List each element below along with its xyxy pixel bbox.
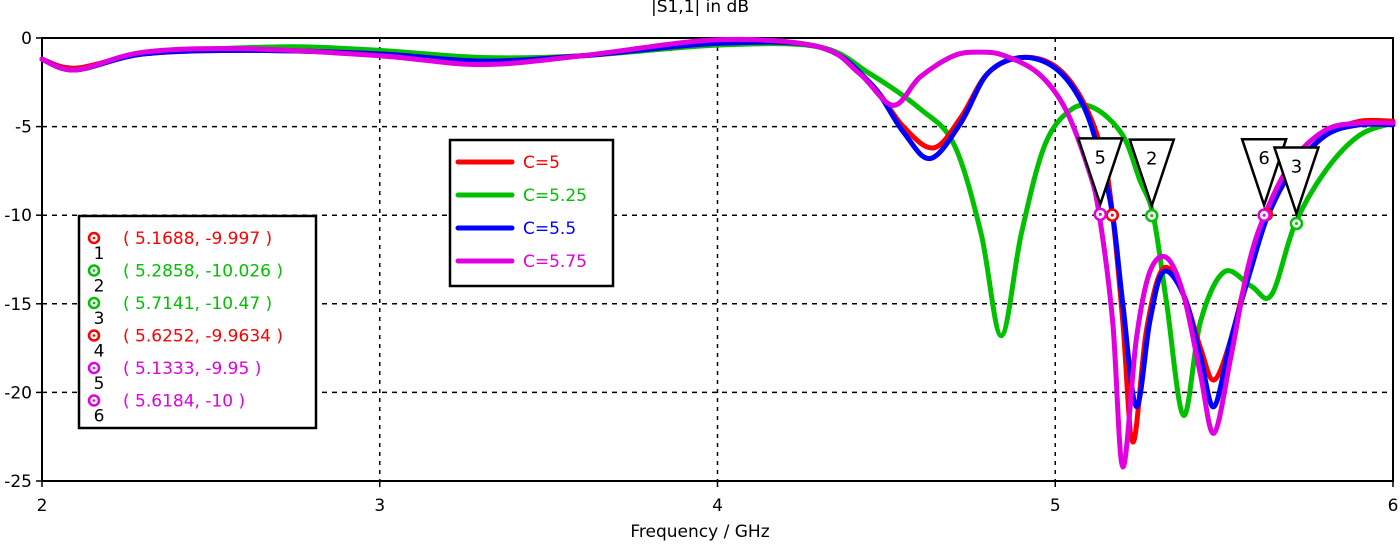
svg-text:2: 2	[1146, 149, 1157, 170]
marker-flag-2[interactable]: 2	[1128, 138, 1176, 210]
x-tick-label: 3	[374, 496, 385, 516]
marker-flag-6[interactable]: 6	[1240, 137, 1288, 210]
svg-text:3: 3	[1291, 157, 1302, 178]
marker-readout-3: 3 ( 5.7141, -10.47 )	[87, 294, 272, 329]
marker-value: ( 5.1333, -9.95 )	[123, 359, 261, 379]
svg-text:6: 6	[94, 407, 105, 427]
marker-readout-box: 1 ( 5.1688, -9.997 ) 2 ( 5.2858, -10.026 ) 3…	[77, 214, 318, 430]
x-axis-label: Frequency / GHz	[630, 522, 770, 542]
marker-readout-4: 4 ( 5.6252, -9.9634 )	[87, 327, 283, 362]
x-tick-label: 4	[712, 496, 723, 516]
svg-text:5: 5	[94, 374, 105, 394]
marker-readout-6: 6 ( 5.6184, -10 )	[87, 392, 245, 427]
series-lines	[39, 36, 1396, 470]
svg-text:3: 3	[94, 309, 105, 329]
legend-label: C=5	[523, 153, 560, 173]
svg-text:4: 4	[94, 342, 105, 362]
marker-value: ( 5.7141, -10.47 )	[123, 294, 272, 314]
marker-value: ( 5.6184, -10 )	[123, 392, 245, 412]
marker-flag-3[interactable]: 3	[1272, 146, 1321, 218]
y-tick-label: -15	[4, 295, 32, 315]
marker-flag-5[interactable]: 5	[1076, 137, 1125, 209]
y-tick-label: -5	[15, 118, 32, 138]
x-tick-label: 5	[1050, 496, 1061, 516]
marker-readout-1: 1 ( 5.1688, -9.997 )	[87, 229, 272, 264]
x-tick-label: 2	[37, 496, 48, 516]
legend-label: C=5.75	[523, 252, 587, 272]
marker-value: ( 5.2858, -10.026 )	[123, 262, 283, 282]
svg-text:5: 5	[1095, 147, 1106, 168]
legend-item: C=5.75	[455, 252, 587, 272]
svg-text:2: 2	[94, 277, 105, 297]
svg-text:6: 6	[1258, 148, 1269, 169]
marker-readout-5: 5 ( 5.1333, -9.95 )	[87, 359, 261, 394]
marker-flags: 5 2 6 3	[1076, 137, 1321, 218]
legend-label: C=5.5	[523, 219, 576, 239]
marker-readout-2: 2 ( 5.2858, -10.026 )	[87, 262, 283, 297]
marker-value: ( 5.6252, -9.9634 )	[123, 327, 283, 347]
marker-points	[1093, 207, 1304, 231]
legend-item: C=5.5	[455, 219, 576, 239]
chart-title: |S1,1| in dB	[650, 0, 750, 17]
svg-text:1: 1	[94, 244, 105, 264]
series-line	[39, 41, 1396, 418]
y-tick-label: 0	[21, 29, 32, 49]
legend-item: C=5	[455, 153, 560, 173]
grid	[42, 38, 1393, 481]
marker-value: ( 5.1688, -9.997 )	[123, 229, 272, 249]
x-tick-label: 6	[1388, 496, 1399, 516]
legend-label: C=5.25	[523, 186, 587, 206]
y-tick-label: -20	[4, 383, 32, 403]
y-tick-label: -25	[4, 472, 32, 492]
legend: C=5 C=5.25 C=5.5 C=5.75	[448, 138, 615, 288]
legend-item: C=5.25	[455, 186, 587, 206]
series-line	[39, 36, 1396, 470]
y-tick-label: -10	[4, 206, 32, 226]
